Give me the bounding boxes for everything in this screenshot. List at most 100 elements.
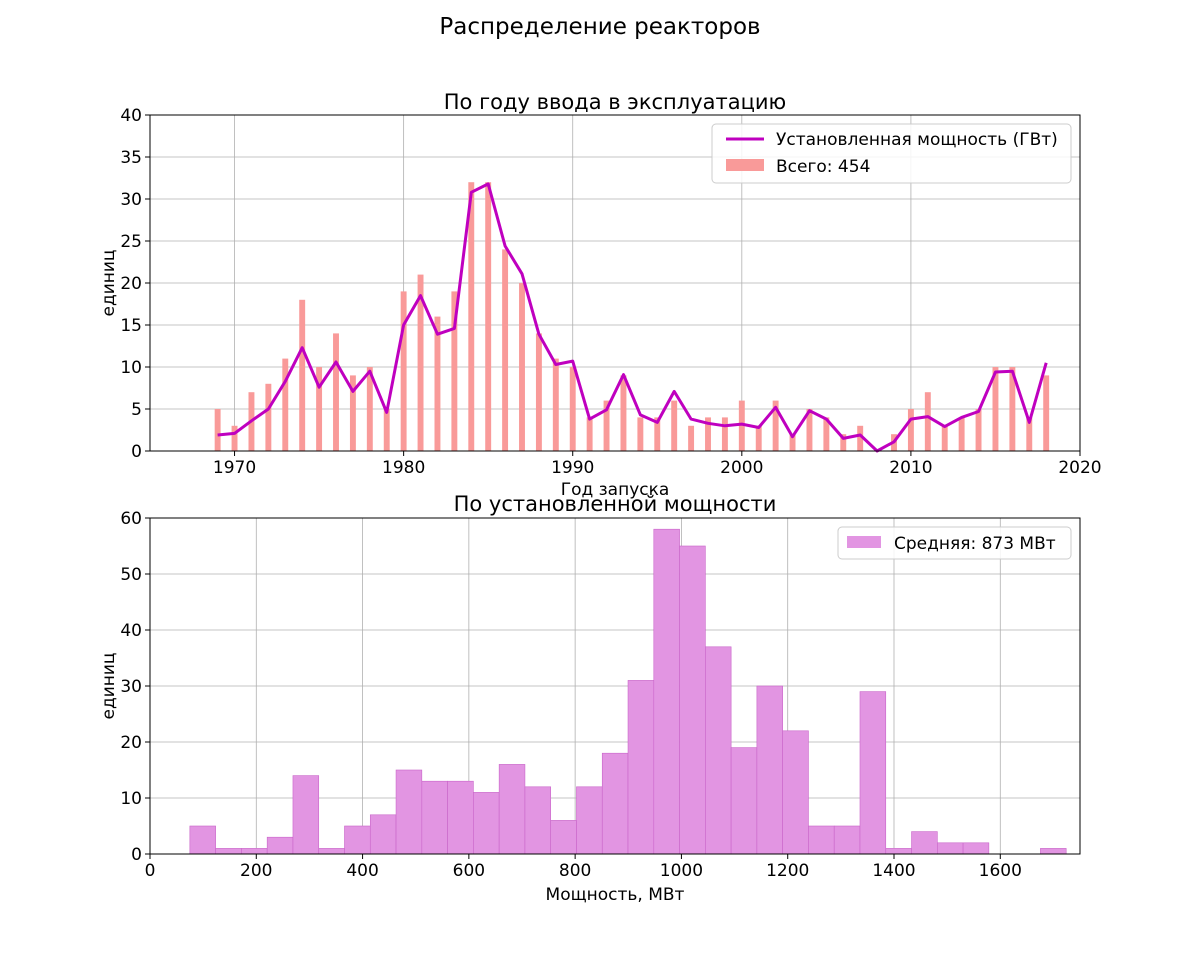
- bar-1990: [569, 367, 576, 451]
- hist-bin-6: [344, 825, 371, 855]
- chart-years-title: По году ввода в эксплуатацию: [444, 90, 786, 114]
- bar-2007: [857, 425, 864, 451]
- hist-bin-14: [550, 820, 577, 855]
- hist-bin-7: [369, 814, 397, 855]
- bar-1980: [400, 291, 407, 451]
- bar-2005: [823, 417, 830, 451]
- chart-years-ytick-label: 10: [120, 358, 142, 378]
- bar-1989: [552, 358, 559, 451]
- bar-2010: [907, 409, 914, 451]
- bar-1984: [468, 182, 475, 451]
- bar-1978: [366, 367, 373, 451]
- chart-years-ytick-label: 20: [120, 274, 142, 294]
- hist-bin-13: [524, 786, 551, 855]
- chart-power-bins: [189, 528, 1067, 855]
- bar-1988: [535, 333, 542, 451]
- hist-bin-8: [395, 769, 423, 855]
- hist-bin-22: [756, 685, 783, 855]
- chart-power-xtick-label: 0: [145, 861, 156, 881]
- chart-years-legend-box: [711, 123, 1072, 184]
- chart-years-bars: [214, 182, 1050, 451]
- hist-bin-29: [937, 842, 964, 855]
- chart-power-xtick-label: 1600: [979, 861, 1022, 881]
- chart-power-legend: Средняя: 873 МВт: [837, 526, 1072, 560]
- bar-1975: [316, 367, 323, 451]
- hist-bin-16: [601, 752, 629, 855]
- bar-2018: [1043, 375, 1050, 451]
- bar-1999: [721, 417, 728, 451]
- chart-years-xtick-label: 2020: [1058, 458, 1101, 478]
- bar-1997: [688, 425, 695, 451]
- hist-bin-20: [705, 646, 732, 855]
- hist-bin-25: [833, 825, 861, 855]
- bar-1982: [434, 316, 441, 451]
- chart-years-xtick-label: 2010: [889, 458, 932, 478]
- bar-1991: [586, 417, 593, 451]
- chart-years-ytick-label: 0: [131, 442, 142, 462]
- bar-1985: [485, 182, 492, 451]
- chart-power-xtick-label: 1200: [766, 861, 809, 881]
- legend-line-label: Установленная мощность (ГВт): [776, 130, 1058, 150]
- bar-1986: [502, 249, 509, 451]
- hist-bin-27: [885, 848, 912, 855]
- chart-years-legend: Установленная мощность (ГВт) Всего: 454: [711, 123, 1072, 184]
- chart-power-title: По установленной мощности: [454, 492, 777, 516]
- hist-bin-23: [782, 730, 809, 855]
- chart-power-xtick-label: 400: [346, 861, 378, 881]
- bar-1972: [265, 383, 272, 451]
- hist-bin-33: [1040, 848, 1067, 855]
- bar-1994: [637, 417, 644, 451]
- hist-bin-19: [679, 545, 706, 855]
- bar-1974: [299, 299, 306, 451]
- chart-power: По установленной мощности Мощность, МВт …: [99, 492, 1081, 905]
- hist-bin-18: [653, 528, 680, 855]
- bar-2002: [772, 400, 779, 451]
- chart-power-xtick-label: 600: [453, 861, 485, 881]
- hist-bin-11: [473, 792, 500, 855]
- chart-years-ylabel: единиц: [99, 250, 119, 317]
- bar-1970: [231, 425, 238, 451]
- hist-bin-30: [962, 842, 990, 855]
- chart-years-ytick-label: 35: [120, 148, 142, 168]
- bar-2000: [738, 400, 745, 451]
- hist-bin-0: [189, 825, 216, 855]
- bar-1979: [383, 409, 390, 451]
- chart-years-xtick-label: 1970: [213, 458, 256, 478]
- chart-years: По году ввода в эксплуатацию Год запуска…: [99, 90, 1102, 500]
- bar-1977: [349, 375, 356, 451]
- chart-power-ytick-label: 10: [120, 789, 142, 809]
- bar-1969: [214, 409, 221, 451]
- hist-bin-15: [576, 786, 603, 855]
- hist-bin-5: [318, 848, 345, 855]
- bar-1992: [603, 400, 610, 451]
- bar-2016: [1009, 367, 1016, 451]
- bar-2012: [941, 425, 948, 451]
- hist-bin-1: [215, 848, 242, 855]
- chart-years-ytick-label: 40: [120, 106, 142, 126]
- bar-1976: [333, 333, 339, 451]
- chart-years-xtick-label: 1990: [551, 458, 594, 478]
- bar-1996: [671, 400, 678, 451]
- hist-bin-24: [808, 825, 835, 855]
- chart-power-xtick-label: 1000: [660, 861, 703, 881]
- chart-power-ylabel: единиц: [99, 653, 119, 720]
- hist-bin-26: [859, 691, 887, 855]
- chart-years-ytick-label: 15: [120, 316, 142, 336]
- bar-2003: [789, 434, 796, 451]
- bar-2014: [975, 409, 982, 451]
- figure-title: Распределение реакторов: [439, 14, 761, 40]
- bar-2013: [958, 417, 965, 451]
- hist-bin-2: [241, 848, 268, 855]
- legend-bar-label: Всего: 454: [776, 157, 870, 177]
- hist-bin-3: [266, 836, 294, 855]
- bar-1981: [417, 274, 424, 451]
- chart-power-xlabel: Мощность, МВт: [546, 885, 685, 905]
- hist-bin-9: [421, 780, 448, 855]
- legend-hist-label: Средняя: 873 МВт: [894, 534, 1056, 554]
- bar-2001: [755, 425, 762, 451]
- chart-years-ytick-label: 30: [120, 190, 142, 210]
- hist-bin-28: [911, 831, 938, 855]
- bar-2006: [840, 434, 847, 451]
- bar-2004: [806, 409, 813, 451]
